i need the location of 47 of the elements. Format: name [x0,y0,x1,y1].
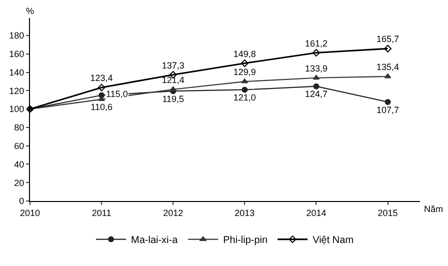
data-label: 107,7 [376,104,400,115]
y-tick-label: 20 [14,178,24,188]
point [98,96,105,102]
point [312,49,320,57]
data-label: 161,2 [304,38,328,48]
data-label: 123,4 [90,73,113,84]
data-label: 119,5 [162,94,184,104]
x-tick-label: 2014 [306,208,326,218]
x-axis-title: Năm [424,204,444,214]
data-label: 124,7 [304,89,328,100]
legend-label: Ma-lai-xi-a [131,235,178,246]
y-tick-label: 180 [9,30,24,41]
y-axis-title: % [26,6,34,16]
y-tick-label: 100 [9,104,24,114]
legend-label: Việt Nam [312,235,354,246]
data-label: 165,7 [376,34,400,44]
x-tick-label: 2012 [163,208,184,218]
x-tick-label: 2010 [20,208,40,218]
data-label: 133,9 [304,63,328,74]
point [240,59,248,67]
point [313,83,320,90]
data-label: 137,3 [162,60,184,70]
data-label: 121,0 [233,92,256,103]
legend-label: Phi-lip-pin [223,235,268,246]
y-tick-label: 140 [9,67,24,78]
x-tick-label: 2011 [92,208,112,218]
y-tick-label: 40 [14,159,24,170]
data-label: 149,8 [233,48,256,59]
point [384,98,391,105]
point [312,74,320,80]
y-tick-label: 0 [19,196,24,206]
y-tick-label: 120 [9,86,24,96]
point [384,44,392,52]
data-label: 129,9 [233,67,256,78]
data-label: 110,6 [90,102,112,112]
y-tick-label: 60 [14,140,24,151]
point [170,86,177,92]
point [242,86,248,93]
x-tick-label: 2015 [378,208,398,218]
point [98,84,106,92]
x-tick-label: 2013 [234,208,255,218]
y-tick-label: 80 [14,122,24,133]
y-tick-label: 160 [9,49,24,60]
data-label: 135,4 [376,62,400,72]
point [384,73,392,78]
data-label: 121,4 [162,74,184,85]
data-label: 115,0 [106,89,128,99]
